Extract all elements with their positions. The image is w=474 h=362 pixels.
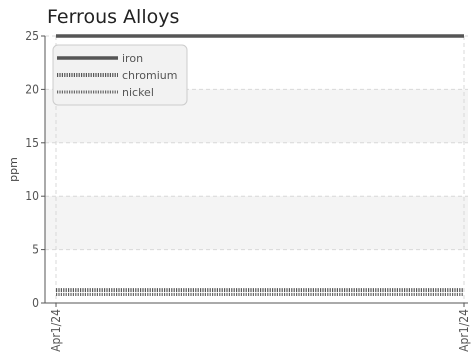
legend-items: iron chromium nickel [57, 52, 178, 99]
y-tick-label: 10 [25, 189, 39, 203]
y-tick-label: 25 [25, 29, 39, 43]
y-tick-label: 5 [32, 243, 39, 257]
legend-label: nickel [122, 86, 154, 99]
plot-band [45, 196, 468, 250]
plot-bands [45, 89, 468, 250]
legend: iron chromium nickel [52, 44, 188, 106]
chart-title: Ferrous Alloys [47, 6, 179, 28]
x-tick-labels: Apr1/24 Apr1/24 [49, 309, 471, 352]
legend-label: iron [122, 52, 143, 65]
y-tick-label: 15 [25, 136, 39, 150]
legend-label: chromium [122, 69, 178, 82]
axes [41, 35, 468, 307]
legend-box [52, 44, 188, 106]
series-lines [55, 34, 465, 296]
x-tick-label: Apr1/24 [457, 309, 471, 352]
y-tick-label: 20 [25, 82, 39, 96]
y-tick-labels: 0 5 10 15 20 25 [25, 29, 39, 310]
y-tick-label: 0 [32, 296, 39, 310]
y-axis-label: ppm [7, 157, 20, 182]
x-tick-label: Apr1/24 [49, 309, 63, 352]
